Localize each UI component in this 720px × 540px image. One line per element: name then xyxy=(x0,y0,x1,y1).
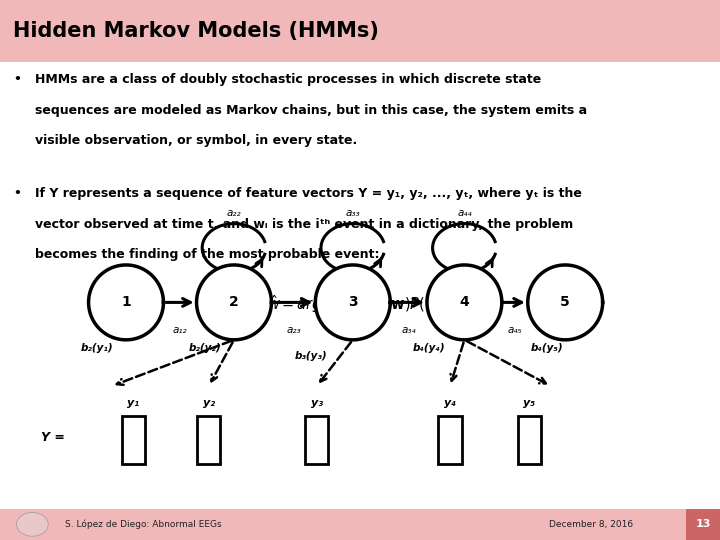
Text: December 8, 2016: December 8, 2016 xyxy=(549,520,634,529)
Text: If Y represents a sequence of feature vectors Y = y₁, y₂, ..., yₜ, where yₜ is t: If Y represents a sequence of feature ve… xyxy=(35,187,582,200)
Bar xyxy=(305,416,328,464)
Text: 13: 13 xyxy=(696,519,711,529)
Text: y₄: y₄ xyxy=(444,397,456,408)
Text: a₁₂: a₁₂ xyxy=(173,325,187,335)
Text: •: • xyxy=(13,187,21,200)
Text: a₂₂: a₂₂ xyxy=(227,208,241,218)
Text: 4: 4 xyxy=(459,295,469,309)
Text: 2: 2 xyxy=(229,295,239,309)
Polygon shape xyxy=(315,265,390,340)
Text: Hidden Markov Models (HMMs): Hidden Markov Models (HMMs) xyxy=(13,21,379,41)
Polygon shape xyxy=(427,265,502,340)
Bar xyxy=(197,416,220,464)
Text: a₃₄: a₃₄ xyxy=(401,325,416,335)
Text: 1: 1 xyxy=(121,295,131,309)
Text: y₃: y₃ xyxy=(311,397,323,408)
Text: a₃₃: a₃₃ xyxy=(346,208,360,218)
Text: b₂(y₂): b₂(y₂) xyxy=(189,343,222,353)
Text: •: • xyxy=(13,73,21,86)
Circle shape xyxy=(17,512,48,536)
Polygon shape xyxy=(528,265,603,340)
Text: $\hat{w} = argmax\{P(Y|\mathbf{w})P(\mathbf{w})\}$: $\hat{w} = argmax\{P(Y|\mathbf{w})P(\mat… xyxy=(267,293,453,315)
Bar xyxy=(438,416,462,464)
Text: Y =: Y = xyxy=(41,431,65,444)
Text: a₄₄: a₄₄ xyxy=(457,208,472,218)
Text: b₄(y₅): b₄(y₅) xyxy=(531,343,564,353)
Text: 5: 5 xyxy=(560,295,570,309)
Bar xyxy=(0,0,720,62)
Text: a₄₅: a₄₅ xyxy=(508,325,522,335)
Bar xyxy=(518,416,541,464)
Text: HMMs are a class of doubly stochastic processes in which discrete state: HMMs are a class of doubly stochastic pr… xyxy=(35,73,541,86)
Text: y₁: y₁ xyxy=(127,397,139,408)
Text: b₄(y₄): b₄(y₄) xyxy=(413,343,446,353)
Text: vector observed at time t, and wᵢ is the iᵗʰ event in a dictionary, the problem: vector observed at time t, and wᵢ is the… xyxy=(35,218,573,231)
Polygon shape xyxy=(89,265,163,340)
Polygon shape xyxy=(197,265,271,340)
Text: sequences are modeled as Markov chains, but in this case, the system emits a: sequences are modeled as Markov chains, … xyxy=(35,104,587,117)
Bar xyxy=(122,416,145,464)
Text: y₅: y₅ xyxy=(523,397,535,408)
Text: b₂(y₁): b₂(y₁) xyxy=(81,343,114,353)
Text: a₂₃: a₂₃ xyxy=(286,325,301,335)
Text: becomes the finding of the most probable event:: becomes the finding of the most probable… xyxy=(35,248,379,261)
Bar xyxy=(686,509,720,540)
Text: visible observation, or symbol, in every state.: visible observation, or symbol, in every… xyxy=(35,134,357,147)
Bar xyxy=(0,509,720,540)
Text: S. López de Diego: Abnormal EEGs: S. López de Diego: Abnormal EEGs xyxy=(65,519,222,529)
Text: b₃(y₃): b₃(y₃) xyxy=(294,352,328,361)
Text: 3: 3 xyxy=(348,295,358,309)
Text: y₂: y₂ xyxy=(203,397,215,408)
